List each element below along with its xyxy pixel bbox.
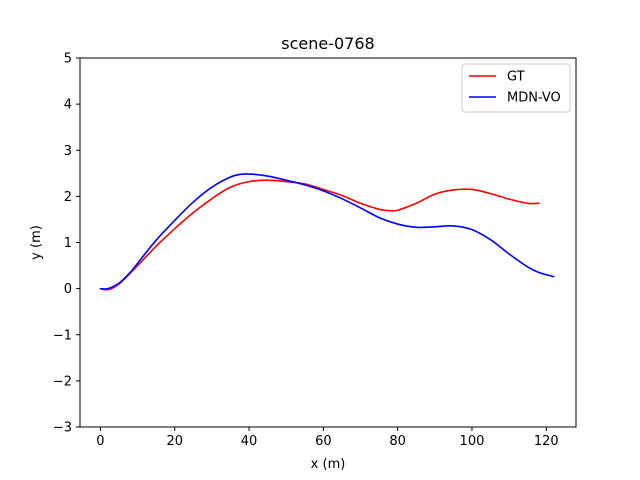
chart-title: scene-0768 <box>281 34 374 53</box>
x-tick-label: 100 <box>460 434 485 449</box>
x-tick-label: 120 <box>534 434 559 449</box>
legend-label: MDN-VO <box>507 91 561 106</box>
y-axis-ticks: −3 −2 −1 0 1 2 3 4 5 <box>53 52 80 436</box>
x-tick-label: 0 <box>96 434 104 449</box>
legend-label: GT <box>507 70 525 85</box>
y-tick-label: −3 <box>53 421 72 436</box>
x-tick-label: 80 <box>389 434 406 449</box>
series-line-mdn-vo <box>99 173 555 290</box>
y-tick-label: −2 <box>53 374 72 389</box>
legend: GT MDN-VO <box>461 63 571 113</box>
x-axis-label: x (m) <box>311 457 346 472</box>
y-axis-label: y (m) <box>29 225 44 260</box>
x-tick-label: 40 <box>241 434 258 449</box>
y-tick-label: 2 <box>64 190 72 205</box>
plot-area <box>99 173 555 291</box>
y-tick-label: 4 <box>64 98 72 113</box>
y-tick-label: 1 <box>64 236 72 251</box>
y-tick-label: 0 <box>64 282 72 297</box>
x-tick-label: 20 <box>166 434 183 449</box>
x-tick-label: 60 <box>315 434 332 449</box>
y-tick-label: 3 <box>64 144 72 159</box>
axes-frame <box>79 57 577 428</box>
y-tick-label: 5 <box>64 52 72 67</box>
y-tick-label: −1 <box>53 328 72 343</box>
x-axis-ticks: 0 20 40 60 80 100 120 <box>96 427 559 449</box>
